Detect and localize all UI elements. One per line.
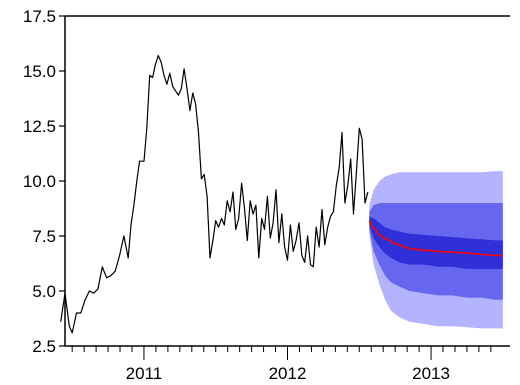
y-tick-label: 15.0 (23, 62, 56, 81)
history-line (60, 55, 369, 334)
chart-lines (60, 55, 503, 334)
forecast-bands (369, 171, 503, 329)
y-tick-label: 7.5 (32, 227, 56, 246)
y-tick-label: 5.0 (32, 282, 56, 301)
y-tick-label: 17.5 (23, 7, 56, 26)
forecast-median-line (368, 220, 503, 257)
y-tick-label: 2.5 (32, 337, 56, 356)
band-50-area (369, 216, 503, 269)
x-tick-label: 2011 (126, 364, 163, 383)
x-tick-label: 2013 (412, 364, 450, 383)
y-ticks: 2.5 5.0 7.5 10.0 12.5 15.0 17.5 (23, 7, 65, 356)
y-tick-label: 10.0 (23, 172, 56, 191)
y-tick-label: 12.5 (23, 117, 56, 136)
x-ticks: 2011 2012 2013 (71, 346, 492, 383)
x-tick-label: 2012 (269, 364, 307, 383)
